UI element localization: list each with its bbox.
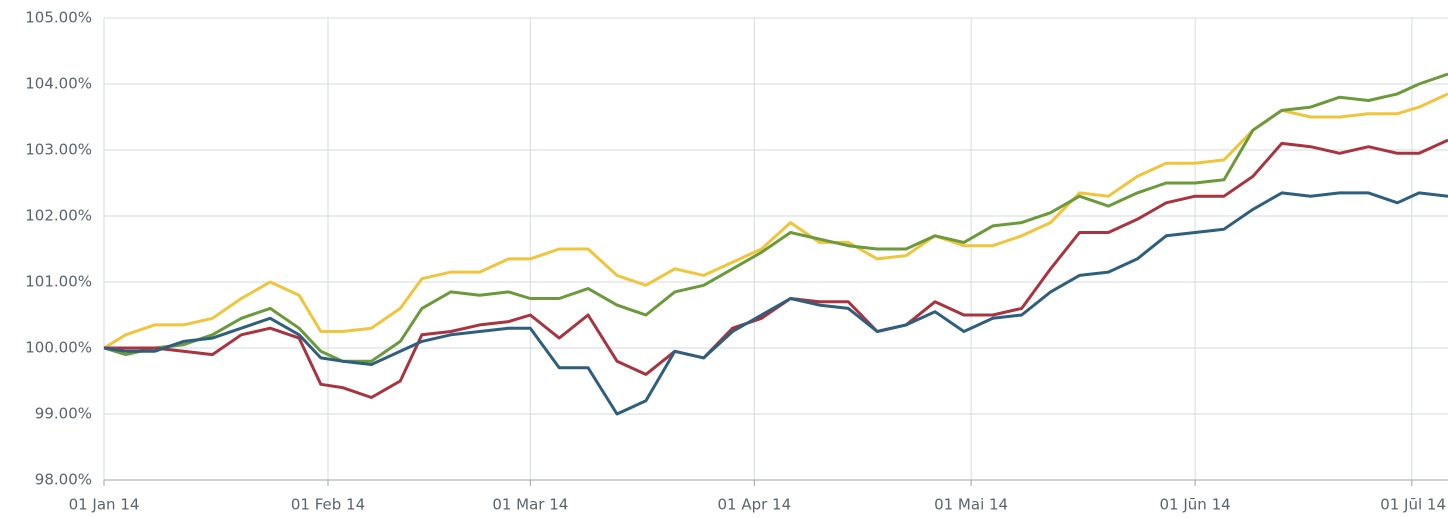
y-tick-label: 105.00% (25, 9, 92, 27)
x-tick-label: 01 Jūn 14 (1160, 496, 1231, 514)
series-line (104, 138, 1448, 399)
y-tick-label: 104.00% (25, 75, 92, 93)
x-tick-label: 01 Mar 14 (492, 496, 568, 514)
y-tick-label: 103.00% (25, 141, 92, 159)
x-tick-label: 01 Mai 14 (934, 496, 1008, 514)
y-tick-label: 98.00% (35, 471, 92, 489)
x-tick-label: 01 Jan 14 (69, 496, 140, 514)
y-tick-label: 101.00% (25, 273, 92, 291)
x-tick-label: 01 Apr 14 (717, 496, 791, 514)
grid (103, 17, 1448, 486)
lines (103, 72, 1448, 416)
tick-labels: 98.00% 99.00% 100.00% 101.00% 102.00% 103.00%… (25, 9, 1446, 514)
series-line (103, 92, 1448, 350)
y-tick-label: 102.00% (25, 207, 92, 225)
y-tick-label: 99.00% (35, 405, 92, 423)
x-tick-label: 01 Feb 14 (291, 496, 365, 514)
series-line (103, 72, 1448, 363)
series-line (103, 191, 1448, 416)
y-tick-label: 100.00% (25, 339, 92, 357)
x-tick-label: 01 Jūl 14 (1380, 496, 1446, 514)
